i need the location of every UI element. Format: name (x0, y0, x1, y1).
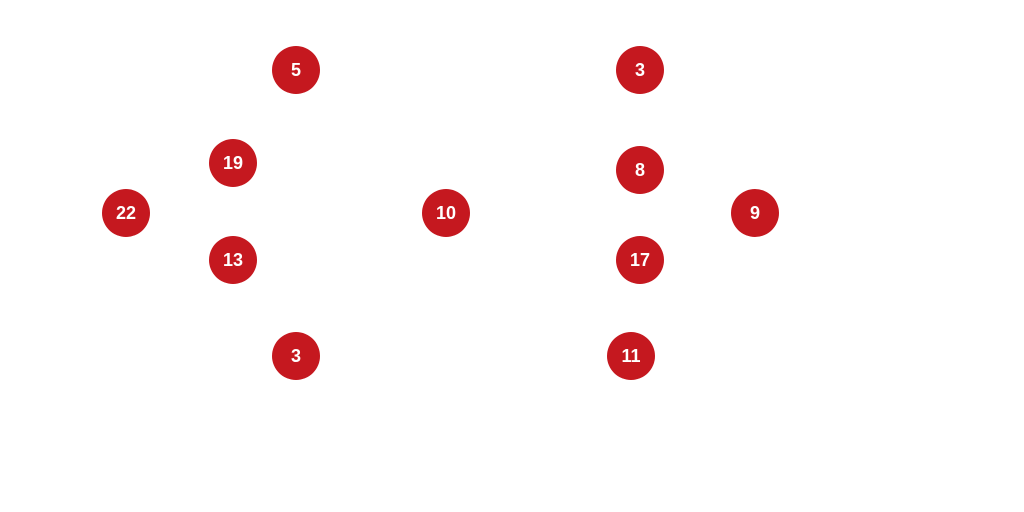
graph-node: 3 (272, 332, 320, 380)
graph-node-label: 10 (436, 203, 456, 224)
graph-node: 17 (616, 236, 664, 284)
graph-node-label: 11 (621, 346, 640, 367)
graph-node: 22 (102, 189, 150, 237)
graph-node: 3 (616, 46, 664, 94)
graph-node-label: 13 (223, 250, 243, 271)
graph-node: 8 (616, 146, 664, 194)
graph-node: 11 (607, 332, 655, 380)
graph-node-label: 3 (635, 60, 645, 81)
graph-node-label: 9 (750, 203, 760, 224)
graph-node: 13 (209, 236, 257, 284)
graph-node-label: 3 (291, 346, 301, 367)
graph-node-label: 17 (630, 250, 650, 271)
graph-node-label: 5 (291, 60, 301, 81)
graph-node: 9 (731, 189, 779, 237)
graph-node: 19 (209, 139, 257, 187)
diagram-canvas: 5 19 22 10 13 3 3 8 9 17 11 (0, 0, 1024, 512)
graph-node: 10 (422, 189, 470, 237)
graph-node-label: 8 (635, 160, 645, 181)
graph-node: 5 (272, 46, 320, 94)
graph-node-label: 19 (223, 153, 243, 174)
graph-node-label: 22 (116, 203, 136, 224)
